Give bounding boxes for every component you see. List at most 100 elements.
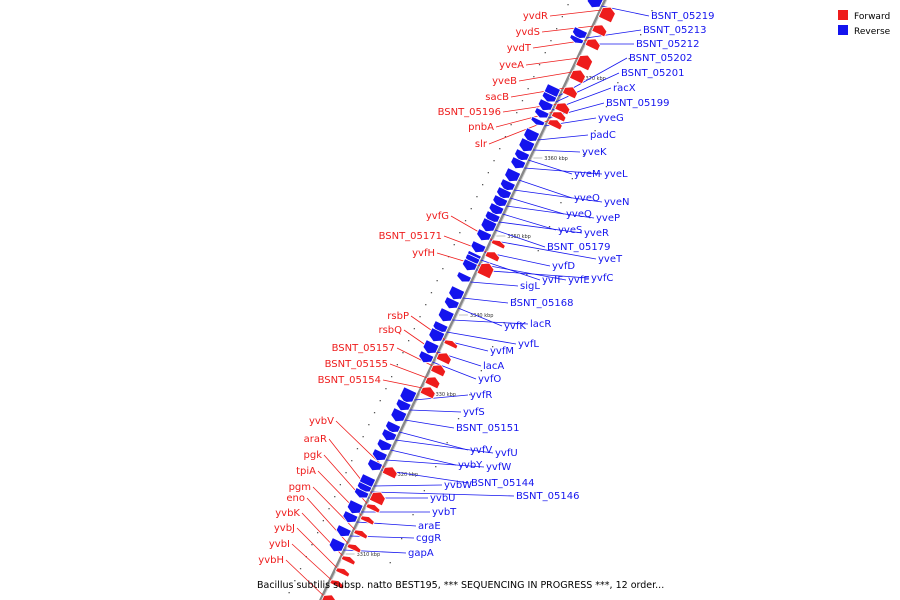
- gene-label-yvbw: yvbW: [444, 480, 472, 491]
- gene-arrow-yvfr: [399, 386, 418, 403]
- leader-line-bsnt-05201: [555, 72, 620, 103]
- gene-label-yvfh: yvfH: [412, 248, 435, 259]
- gene-arrow-rsbq: [435, 352, 452, 366]
- scale-dot: [651, 10, 653, 12]
- gene-arrow-yvfc: [461, 258, 479, 272]
- gene-label-yvfu: yvfU: [495, 448, 518, 459]
- scale-dot: [334, 496, 336, 498]
- leader-line-arae: [356, 521, 417, 527]
- scale-dot: [510, 124, 512, 126]
- scale-dot: [470, 208, 472, 210]
- scale-dot: [556, 28, 558, 30]
- gene-label-lacr: lacR: [530, 319, 551, 330]
- scale-dot: [482, 184, 484, 186]
- scale-dot: [538, 64, 541, 66]
- scale-dot: [436, 280, 438, 282]
- gene-label-yveo: yveO: [574, 193, 600, 204]
- gene-label-bsnt-05219: BSNT_05219: [651, 11, 714, 22]
- scale-dot: [328, 508, 330, 510]
- gene-label-yvet: yveT: [598, 254, 623, 265]
- gene-label-yvfm: yvfM: [490, 346, 514, 357]
- scale-dot: [469, 394, 471, 396]
- scale-dot: [299, 568, 302, 570]
- leader-line-yveo: [518, 179, 573, 199]
- scale-dot: [561, 16, 563, 18]
- gene-arrow-yvet: [476, 228, 493, 242]
- scale-dot: [373, 412, 376, 414]
- gene-label-yvfd: yvfD: [552, 261, 575, 272]
- leader-line-yvea: [525, 57, 580, 66]
- gene-label-bsnt-05146: BSNT_05146: [516, 491, 579, 502]
- scale-dot: [423, 490, 425, 492]
- legend-swatch-forward: [838, 10, 848, 20]
- scale-dot: [345, 472, 347, 474]
- gene-label-yvbj: yvbJ: [274, 523, 295, 534]
- gene-arrow-yvfk: [443, 296, 461, 310]
- leader-line-yvfc: [476, 269, 590, 279]
- gene-arrow-yvfd: [470, 240, 487, 254]
- leader-line-yvfv: [399, 431, 469, 451]
- gene-label-laca: lacA: [483, 361, 504, 372]
- reverse-gene-arrows: [328, 0, 604, 553]
- gene-label-yvfl: yvfL: [518, 339, 539, 350]
- leader-line-yvdr: [549, 9, 602, 17]
- gene-label-pnba: pnbA: [468, 122, 494, 133]
- gene-arrow-yvds: [591, 24, 608, 38]
- gene-label-bsnt-05212: BSNT_05212: [636, 39, 699, 50]
- gene-label-bsnt-05171: BSNT_05171: [379, 231, 442, 242]
- gene-label-yvea: yveA: [499, 60, 524, 71]
- gene-label-yvdt: yvdT: [507, 43, 532, 54]
- gene-label-yvek: yveK: [582, 147, 607, 158]
- gene-arrow-bsnt-05179: [480, 217, 498, 233]
- gene-label-yvbu: yvbU: [430, 493, 456, 504]
- gene-label-yvfr: yvfR: [470, 390, 492, 401]
- gene-arrow-yvem: [514, 148, 531, 162]
- gene-label-yvbv: yvbV: [309, 416, 334, 427]
- gene-arrow-bsnt-05157: [429, 364, 447, 378]
- gene-label-padc: padC: [590, 130, 616, 141]
- scale-dot: [594, 130, 596, 132]
- gene-arrow-arae: [342, 510, 359, 524]
- scale-dot: [412, 514, 414, 516]
- gene-arrow-pgm: [353, 529, 369, 540]
- leader-line-yveq: [510, 197, 565, 215]
- scale-dot: [391, 376, 393, 378]
- scale-dot: [537, 250, 539, 252]
- legend-label-reverse: Reverse: [854, 27, 891, 37]
- scale-dot: [514, 298, 517, 300]
- reverse-gene-labels: BSNT_05219 BSNT_05213 BSNT_05212 BSNT_05202…: [408, 11, 714, 559]
- scale-dot: [544, 52, 546, 54]
- leader-line-yvep: [506, 205, 595, 219]
- scale-dot: [480, 370, 482, 372]
- leader-line-yvek: [532, 149, 581, 153]
- gene-label-yvfo: yvfO: [478, 374, 501, 385]
- gene-arrow-yvbh: [321, 594, 337, 600]
- gene-label-yveq: yveQ: [566, 209, 592, 220]
- gene-arrow-yves: [488, 202, 505, 216]
- scale-dot: [362, 436, 364, 438]
- gene-arrow-bsnt-05151: [390, 407, 408, 423]
- scale-dot: [379, 400, 381, 402]
- gene-arrow-sacb: [561, 86, 578, 100]
- scale-dot: [402, 352, 404, 354]
- scale-dot: [516, 112, 518, 114]
- scale-dot: [446, 442, 448, 444]
- gene-arrow-yvby: [376, 438, 393, 452]
- gene-arrow-yvbj: [334, 567, 351, 578]
- leader-line-yvfs: [409, 409, 462, 413]
- tick-label: 3330 kbp: [432, 392, 456, 398]
- gene-label-bsnt-05199: BSNT_05199: [606, 98, 669, 109]
- gene-label-bsnt-05213: BSNT_05213: [643, 25, 706, 36]
- gene-label-yves: yveS: [558, 225, 582, 236]
- leader-line-yvds: [541, 25, 595, 33]
- scale-dot: [533, 76, 535, 78]
- gene-arrow-yveq: [496, 186, 513, 200]
- gene-arrow-yvep: [492, 194, 509, 208]
- gene-label-slr: slr: [475, 139, 488, 150]
- scale-dot: [401, 538, 403, 540]
- gene-arrow-yveb: [568, 69, 586, 85]
- gene-arrow-racx: [537, 98, 554, 112]
- gene-label-yvfs: yvfS: [463, 407, 485, 418]
- scale-dot: [288, 592, 290, 594]
- leader-line-yves: [502, 213, 557, 231]
